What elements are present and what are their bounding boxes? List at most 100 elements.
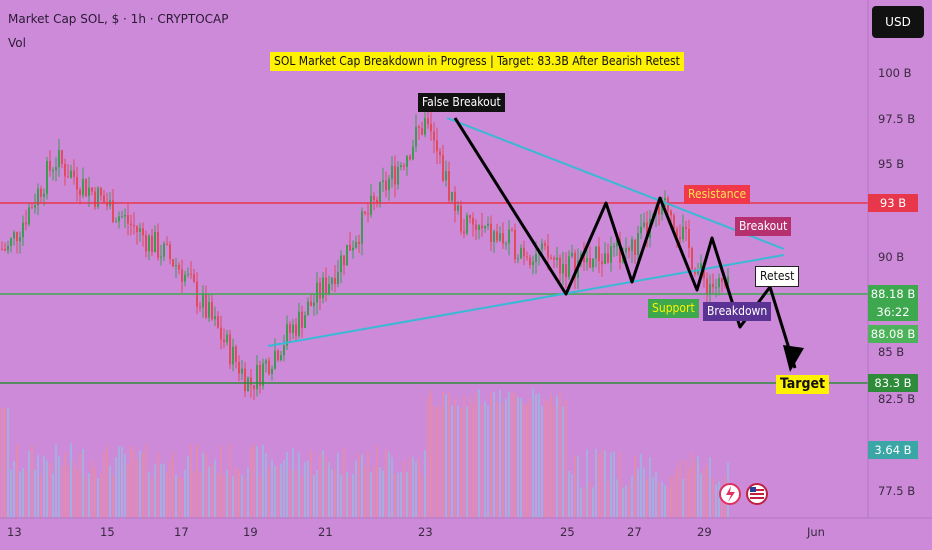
volume-bar: [580, 487, 582, 518]
candle-body: [229, 334, 231, 365]
candle-body: [385, 180, 387, 191]
candle-body: [292, 324, 294, 333]
candle-body: [448, 171, 450, 201]
volume-bars: [1, 388, 729, 518]
volume-bar: [667, 487, 669, 518]
candle-body: [262, 363, 264, 386]
candle-body: [355, 241, 357, 248]
previous-close-tag: 88.08 B: [868, 325, 918, 343]
volume-bar: [508, 391, 510, 518]
candle-body: [184, 274, 186, 282]
volume-bar: [448, 391, 450, 518]
candle-body: [49, 161, 51, 171]
volume-bar: [49, 462, 51, 518]
candle-body: [46, 161, 48, 194]
candle-body: [646, 222, 648, 238]
candle-body: [211, 302, 213, 320]
volume-bar: [295, 470, 297, 518]
volume-bar: [709, 457, 711, 518]
candle-body: [505, 243, 507, 245]
candle-body: [106, 202, 108, 206]
volume-bar: [229, 443, 231, 518]
volume-bar: [664, 485, 666, 518]
volume-tag: 3.64 B: [868, 441, 918, 459]
candle-body: [334, 277, 336, 285]
volume-bar: [424, 450, 426, 518]
candle-body: [187, 273, 189, 275]
volume-bar: [118, 446, 120, 518]
candle-body: [10, 238, 12, 247]
volume-bar: [517, 397, 519, 518]
candle-body: [172, 259, 174, 267]
candle-body: [469, 215, 471, 218]
candle-body: [85, 178, 87, 197]
target-price-tag: 83.3 B: [868, 374, 918, 392]
candle-body: [214, 316, 216, 320]
candle-body: [274, 350, 276, 369]
candle-body: [277, 350, 279, 361]
candle-body: [481, 225, 483, 229]
candle-body: [55, 167, 57, 171]
upper-trend-line: [446, 117, 785, 250]
candle-body: [601, 261, 603, 264]
volume-bar: [136, 458, 138, 518]
volume-bar: [112, 475, 114, 518]
candle-body: [454, 191, 456, 211]
candle-body: [412, 146, 414, 160]
volume-bar: [214, 459, 216, 518]
volume-bar: [316, 469, 318, 518]
candle-body: [13, 232, 15, 239]
volume-bar: [139, 450, 141, 518]
volume-bar: [133, 448, 135, 518]
candle-body: [475, 224, 477, 230]
volume-bar: [526, 405, 528, 518]
candle-body: [598, 246, 600, 262]
candle-body: [124, 215, 126, 217]
volume-bar: [511, 392, 513, 518]
y-tick-95: 95 B: [878, 157, 905, 171]
volume-bar: [550, 394, 552, 518]
volume-bar: [46, 460, 48, 518]
volume-bar: [643, 467, 645, 518]
candle-body: [205, 293, 207, 318]
volume-bar: [265, 453, 267, 518]
volume-bar: [364, 466, 366, 518]
volume-bar: [682, 479, 684, 518]
candle-body: [619, 239, 621, 263]
volume-bar: [196, 444, 198, 518]
volume-bar: [703, 468, 705, 518]
candle-body: [571, 252, 573, 257]
candle-body: [223, 339, 225, 343]
volume-bar: [454, 397, 456, 518]
volume-bar: [109, 465, 111, 518]
volume-bar: [514, 392, 516, 518]
volume-bar: [175, 474, 177, 518]
candle-body: [442, 155, 444, 181]
volume-bar: [169, 460, 171, 518]
volume-bar: [355, 460, 357, 518]
volume-bar: [475, 392, 477, 518]
volume-bar: [211, 464, 213, 518]
candle-body: [691, 248, 693, 269]
candle-body: [316, 282, 318, 303]
candle-body: [67, 176, 69, 178]
volume-bar: [19, 471, 21, 518]
currency-button[interactable]: USD: [872, 6, 924, 38]
volume-bar: [490, 393, 492, 518]
candle-body: [406, 156, 408, 167]
volume-bar: [679, 459, 681, 518]
volume-bar: [649, 457, 651, 518]
volume-bar: [310, 450, 312, 518]
candle-body: [73, 170, 75, 178]
candle-body: [490, 223, 492, 242]
candle-body: [133, 225, 135, 227]
candle-body: [640, 226, 642, 234]
volume-bar: [685, 459, 687, 518]
volume-bar: [55, 444, 57, 518]
volume-bar: [637, 468, 639, 518]
candle-body: [700, 263, 702, 270]
candle-body: [199, 306, 201, 308]
volume-bar: [97, 477, 99, 518]
volume-bar: [277, 466, 279, 518]
